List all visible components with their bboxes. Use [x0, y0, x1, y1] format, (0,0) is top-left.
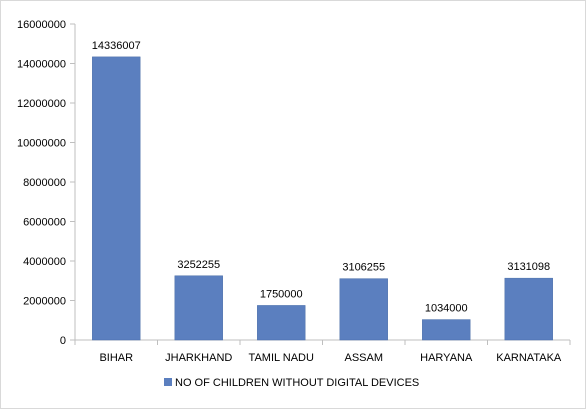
- bar: [422, 319, 471, 341]
- data-label: 3106255: [342, 262, 385, 274]
- y-tick-label: 4000000: [23, 256, 66, 268]
- y-tick-label: 0: [60, 335, 66, 347]
- bar: [339, 278, 388, 341]
- y-tick-label: 12000000: [17, 98, 66, 110]
- bar: [92, 56, 141, 341]
- x-category-label: ASSAM: [344, 352, 383, 364]
- y-tick-label: 16000000: [17, 19, 66, 31]
- data-label: 1034000: [425, 303, 468, 315]
- x-category-label: KARNATAKA: [496, 352, 562, 364]
- x-category-label: JHARKHAND: [165, 352, 232, 364]
- y-axis: 0 2000000 4000000 6000000 8000000 10000000 120…: [17, 19, 76, 347]
- legend: NO OF CHILDREN WITHOUT DIGITAL DEVICES: [164, 377, 419, 389]
- bar: [257, 305, 306, 341]
- data-label: 1750000: [260, 288, 303, 300]
- x-axis: BIHAR JHARKHAND TAMIL NADU ASSAM HARYANA KARN…: [74, 339, 571, 364]
- x-category-label: TAMIL NADU: [249, 352, 314, 364]
- x-category-label: HARYANA: [420, 352, 473, 364]
- data-label: 3252255: [177, 259, 220, 271]
- legend-label: NO OF CHILDREN WITHOUT DIGITAL DEVICES: [175, 377, 419, 389]
- data-labels: 14336007 3252255 1750000 3106255 1034000 3131…: [92, 40, 550, 315]
- legend-swatch: [164, 378, 172, 386]
- y-tick-label: 10000000: [17, 138, 66, 150]
- bar: [504, 277, 553, 341]
- bar: [174, 275, 223, 341]
- x-category-label: BIHAR: [99, 352, 133, 364]
- y-tick-label: 6000000: [23, 217, 66, 229]
- y-tick-label: 8000000: [23, 177, 66, 189]
- y-tick-label: 14000000: [17, 59, 66, 71]
- bar-series: [92, 56, 553, 341]
- data-label: 14336007: [92, 40, 141, 52]
- data-label: 3131098: [507, 261, 550, 273]
- y-tick-label: 2000000: [23, 296, 66, 308]
